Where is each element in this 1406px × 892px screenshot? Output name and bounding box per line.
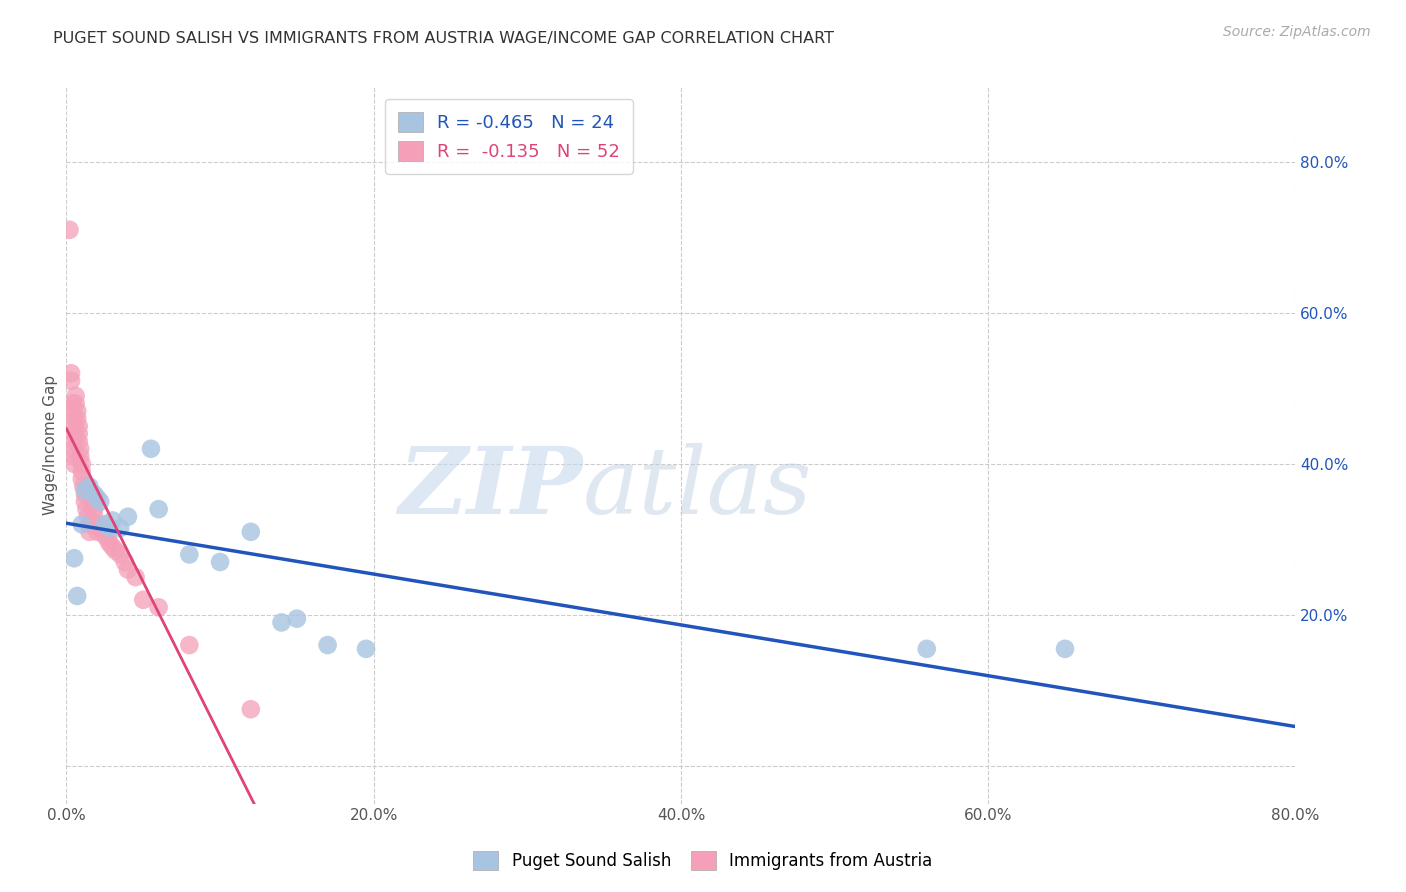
Point	[86, 517, 108, 532]
Point	[67, 426, 90, 441]
Point	[124, 570, 146, 584]
Point	[65, 389, 87, 403]
Point	[86, 524, 108, 539]
Point	[239, 702, 262, 716]
Point	[70, 472, 93, 486]
Point	[179, 638, 201, 652]
Point	[62, 396, 84, 410]
Point	[239, 524, 262, 539]
Point	[63, 434, 86, 449]
Point	[139, 442, 162, 456]
Point	[73, 494, 96, 508]
Point	[86, 491, 108, 505]
Point	[66, 404, 89, 418]
Point	[101, 514, 124, 528]
Point	[67, 434, 90, 449]
Point	[82, 494, 104, 508]
Point	[77, 509, 100, 524]
Point	[66, 411, 89, 425]
Point	[179, 548, 201, 562]
Point	[60, 366, 83, 380]
Point	[79, 517, 101, 532]
Point	[80, 487, 103, 501]
Point	[114, 555, 136, 569]
Point	[132, 592, 155, 607]
Point	[63, 551, 86, 566]
Point	[63, 411, 86, 425]
Point	[75, 502, 97, 516]
Point	[63, 442, 86, 456]
Y-axis label: Wage/Income Gap: Wage/Income Gap	[44, 375, 58, 515]
Point	[148, 600, 170, 615]
Point	[98, 521, 121, 535]
Point	[70, 464, 93, 478]
Point	[89, 521, 111, 535]
Point	[316, 638, 339, 652]
Point	[69, 450, 91, 464]
Point	[285, 612, 308, 626]
Legend: R = -0.465   N = 24, R =  -0.135   N = 52: R = -0.465 N = 24, R = -0.135 N = 52	[385, 99, 633, 174]
Point	[83, 487, 105, 501]
Point	[72, 479, 94, 493]
Point	[66, 589, 89, 603]
Point	[354, 641, 377, 656]
Point	[62, 404, 84, 418]
Point	[1053, 641, 1076, 656]
Point	[73, 487, 96, 501]
Text: atlas: atlas	[582, 443, 813, 533]
Point	[94, 528, 117, 542]
Point	[73, 483, 96, 498]
Point	[98, 536, 121, 550]
Point	[79, 479, 101, 493]
Point	[83, 509, 105, 524]
Point	[79, 524, 101, 539]
Legend: Puget Sound Salish, Immigrants from Austria: Puget Sound Salish, Immigrants from Aust…	[467, 844, 939, 877]
Point	[110, 548, 132, 562]
Point	[270, 615, 292, 630]
Point	[101, 540, 124, 554]
Text: ZIP: ZIP	[398, 443, 582, 533]
Point	[94, 517, 117, 532]
Point	[209, 555, 232, 569]
Point	[70, 517, 93, 532]
Point	[915, 641, 938, 656]
Point	[97, 533, 120, 547]
Text: Source: ZipAtlas.com: Source: ZipAtlas.com	[1223, 25, 1371, 39]
Point	[91, 524, 114, 539]
Point	[69, 442, 91, 456]
Point	[63, 419, 86, 434]
Point	[63, 426, 86, 441]
Point	[58, 223, 80, 237]
Point	[104, 543, 127, 558]
Point	[148, 502, 170, 516]
Point	[117, 563, 139, 577]
Point	[117, 509, 139, 524]
Point	[60, 374, 83, 388]
Point	[83, 502, 105, 516]
Point	[89, 494, 111, 508]
Point	[110, 521, 132, 535]
Text: PUGET SOUND SALISH VS IMMIGRANTS FROM AUSTRIA WAGE/INCOME GAP CORRELATION CHART: PUGET SOUND SALISH VS IMMIGRANTS FROM AU…	[53, 31, 834, 46]
Point	[63, 450, 86, 464]
Point	[65, 396, 87, 410]
Point	[70, 457, 93, 471]
Point	[63, 457, 86, 471]
Point	[67, 419, 90, 434]
